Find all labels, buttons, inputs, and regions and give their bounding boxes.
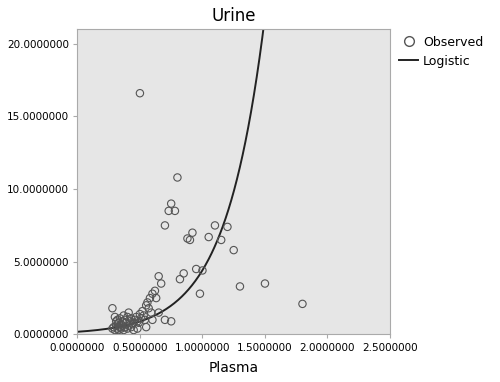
Point xyxy=(188,230,196,236)
Point xyxy=(111,327,119,333)
Point xyxy=(131,317,139,323)
Point xyxy=(108,325,116,332)
Point xyxy=(144,299,152,306)
Point xyxy=(211,222,219,228)
Point xyxy=(164,208,172,214)
Point xyxy=(108,305,116,311)
Point xyxy=(116,324,124,330)
Point xyxy=(134,320,142,326)
Point xyxy=(204,234,212,240)
Point xyxy=(184,235,192,241)
Point xyxy=(161,317,169,323)
Point xyxy=(136,90,144,96)
Point xyxy=(151,288,159,294)
Point xyxy=(111,314,119,320)
Point xyxy=(138,308,146,314)
Legend: Observed, Logistic: Observed, Logistic xyxy=(400,36,483,68)
Point xyxy=(127,316,135,322)
Point xyxy=(128,321,136,327)
Point xyxy=(134,325,141,332)
Point xyxy=(126,318,134,324)
Point xyxy=(121,317,129,323)
Point xyxy=(298,301,306,307)
Point xyxy=(146,295,154,301)
Point xyxy=(118,323,126,329)
Point xyxy=(176,276,184,282)
Point xyxy=(124,323,132,329)
Point xyxy=(196,291,204,297)
Point xyxy=(152,295,160,301)
Title: Urine: Urine xyxy=(212,7,256,25)
Point xyxy=(167,201,175,207)
Point xyxy=(171,208,179,214)
Point xyxy=(148,291,156,297)
Point xyxy=(140,312,147,319)
Point xyxy=(114,325,122,332)
Point xyxy=(116,316,124,322)
Point xyxy=(141,317,149,323)
Point xyxy=(114,317,122,323)
Point xyxy=(236,283,244,290)
Point xyxy=(122,320,130,326)
Point xyxy=(192,266,200,272)
Point xyxy=(124,309,132,316)
Point xyxy=(137,316,145,322)
Point xyxy=(148,317,156,323)
Point xyxy=(161,222,169,228)
Point xyxy=(167,318,175,324)
Point xyxy=(224,224,232,230)
Point xyxy=(157,280,165,286)
Point xyxy=(117,321,125,327)
Point xyxy=(217,237,225,243)
Point xyxy=(120,327,128,333)
Point xyxy=(144,305,152,311)
Point xyxy=(147,309,155,316)
Point xyxy=(117,325,125,332)
Point xyxy=(124,325,132,332)
Point xyxy=(154,309,162,316)
X-axis label: Plasma: Plasma xyxy=(208,361,259,375)
Point xyxy=(154,273,162,279)
Point xyxy=(118,318,126,324)
Point xyxy=(112,323,120,329)
Point xyxy=(112,318,120,324)
Point xyxy=(114,320,122,326)
Point xyxy=(134,318,141,324)
Point xyxy=(121,324,129,330)
Point xyxy=(130,320,138,326)
Point xyxy=(124,314,132,320)
Point xyxy=(132,314,140,320)
Point xyxy=(130,327,138,333)
Point xyxy=(198,267,206,274)
Point xyxy=(136,311,144,317)
Point xyxy=(120,312,128,319)
Point xyxy=(142,302,150,308)
Point xyxy=(174,175,182,181)
Point xyxy=(186,237,194,243)
Point xyxy=(180,270,188,277)
Point xyxy=(230,247,237,253)
Point xyxy=(114,327,122,333)
Point xyxy=(110,324,118,330)
Point xyxy=(127,324,135,330)
Point xyxy=(261,280,269,286)
Point xyxy=(142,324,150,330)
